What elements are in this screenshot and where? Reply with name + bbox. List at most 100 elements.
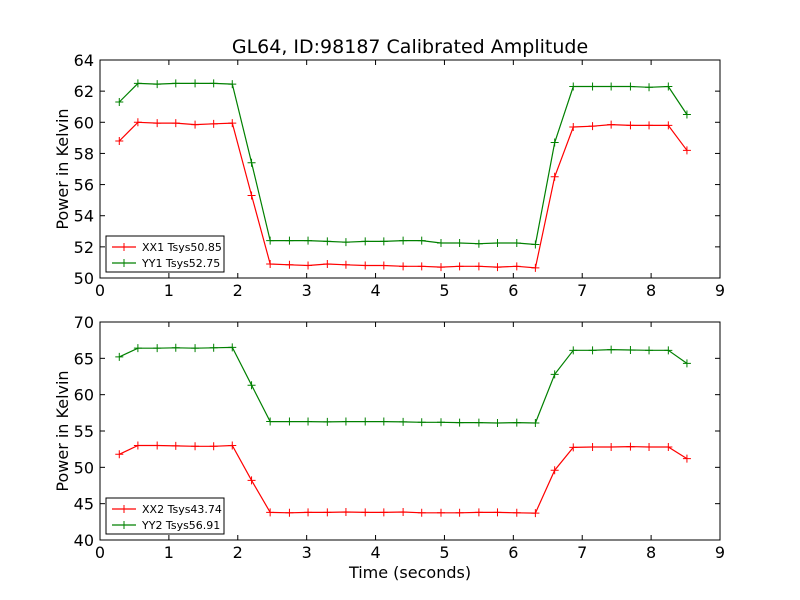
x-tick-label: 3 xyxy=(302,543,312,562)
data-point xyxy=(399,508,408,517)
legend xyxy=(105,497,225,535)
data-point xyxy=(550,138,559,147)
data-point xyxy=(191,442,200,451)
data-point xyxy=(209,119,218,128)
data-point xyxy=(417,236,426,245)
x-tick-label: 2 xyxy=(233,543,243,562)
data-point xyxy=(361,417,370,426)
data-point xyxy=(361,237,370,246)
data-point xyxy=(379,508,388,517)
data-point xyxy=(588,442,597,451)
data-point xyxy=(115,450,124,459)
data-point xyxy=(645,121,654,130)
data-point xyxy=(455,418,464,427)
data-point xyxy=(493,263,502,272)
data-point xyxy=(171,343,180,352)
data-point xyxy=(341,238,350,247)
data-point xyxy=(645,346,654,355)
data-point xyxy=(664,346,673,355)
data-point xyxy=(399,262,408,271)
legend-marker xyxy=(120,505,128,513)
y-tick-label: 52 xyxy=(74,238,94,257)
data-point xyxy=(247,381,256,390)
data-point xyxy=(512,418,521,427)
data-point xyxy=(133,79,142,88)
data-point xyxy=(417,508,426,517)
x-tick-label: 0 xyxy=(95,281,105,300)
data-point xyxy=(115,136,124,145)
data-point xyxy=(266,259,275,268)
data-point xyxy=(417,262,426,271)
y-tick-label: 65 xyxy=(74,349,94,368)
data-point xyxy=(607,442,616,451)
legend-marker xyxy=(120,243,128,251)
data-point xyxy=(228,119,237,128)
data-point xyxy=(228,80,237,89)
data-point xyxy=(285,260,294,269)
x-tick-label: 3 xyxy=(302,281,312,300)
data-point xyxy=(493,238,502,247)
data-point xyxy=(474,239,483,248)
data-point xyxy=(455,508,464,517)
legend-label: XX1 Tsys50.85 xyxy=(142,241,222,254)
plot-frame xyxy=(99,59,721,279)
data-point xyxy=(512,238,521,247)
legend-label: YY1 Tsys52.75 xyxy=(141,257,220,270)
data-point xyxy=(304,417,313,426)
y-tick-label: 50 xyxy=(74,269,94,288)
data-point xyxy=(588,122,597,131)
x-tick-label: 1 xyxy=(164,281,174,300)
data-point xyxy=(153,119,162,128)
data-point xyxy=(304,261,313,270)
data-point xyxy=(304,236,313,245)
data-point xyxy=(191,79,200,88)
y-tick-label: 55 xyxy=(74,422,94,441)
data-point xyxy=(228,343,237,352)
data-point xyxy=(247,158,256,167)
data-point xyxy=(626,121,635,130)
y-tick-label: 54 xyxy=(74,207,94,226)
x-axis-label: Time (seconds) xyxy=(348,563,471,582)
y-tick-label: 50 xyxy=(74,458,94,477)
data-point xyxy=(664,121,673,130)
data-point xyxy=(682,359,691,368)
data-point xyxy=(399,417,408,426)
data-point xyxy=(228,441,237,450)
y-tick-label: 60 xyxy=(74,113,94,132)
data-point xyxy=(474,508,483,517)
data-point xyxy=(171,119,180,128)
x-tick-label: 9 xyxy=(715,543,725,562)
x-tick-label: 0 xyxy=(95,543,105,562)
data-point xyxy=(209,343,218,352)
data-point xyxy=(379,261,388,270)
data-point xyxy=(437,508,445,517)
data-point xyxy=(626,345,635,354)
data-point xyxy=(133,441,142,450)
legend xyxy=(105,235,225,273)
data-point xyxy=(664,82,673,91)
data-point xyxy=(645,83,654,92)
y-tick-label: 70 xyxy=(74,313,94,332)
x-tick-label: 9 xyxy=(715,281,725,300)
data-point xyxy=(607,345,616,354)
data-point xyxy=(550,172,559,181)
data-point xyxy=(247,191,256,200)
y-tick-label: 40 xyxy=(74,531,94,550)
data-point xyxy=(341,508,350,517)
data-point xyxy=(285,236,294,245)
y-axis-label: Power in Kelvin xyxy=(53,370,72,491)
legend-marker xyxy=(120,259,128,267)
data-point xyxy=(323,237,332,246)
data-point xyxy=(455,238,464,247)
data-point xyxy=(153,80,162,89)
data-point xyxy=(191,344,200,353)
y-tick-label: 45 xyxy=(74,495,94,514)
data-point xyxy=(209,79,218,88)
y-tick-label: 64 xyxy=(74,51,94,70)
data-point xyxy=(266,508,275,517)
data-point xyxy=(417,418,426,427)
x-tick-label: 6 xyxy=(508,281,518,300)
data-point xyxy=(115,352,124,361)
